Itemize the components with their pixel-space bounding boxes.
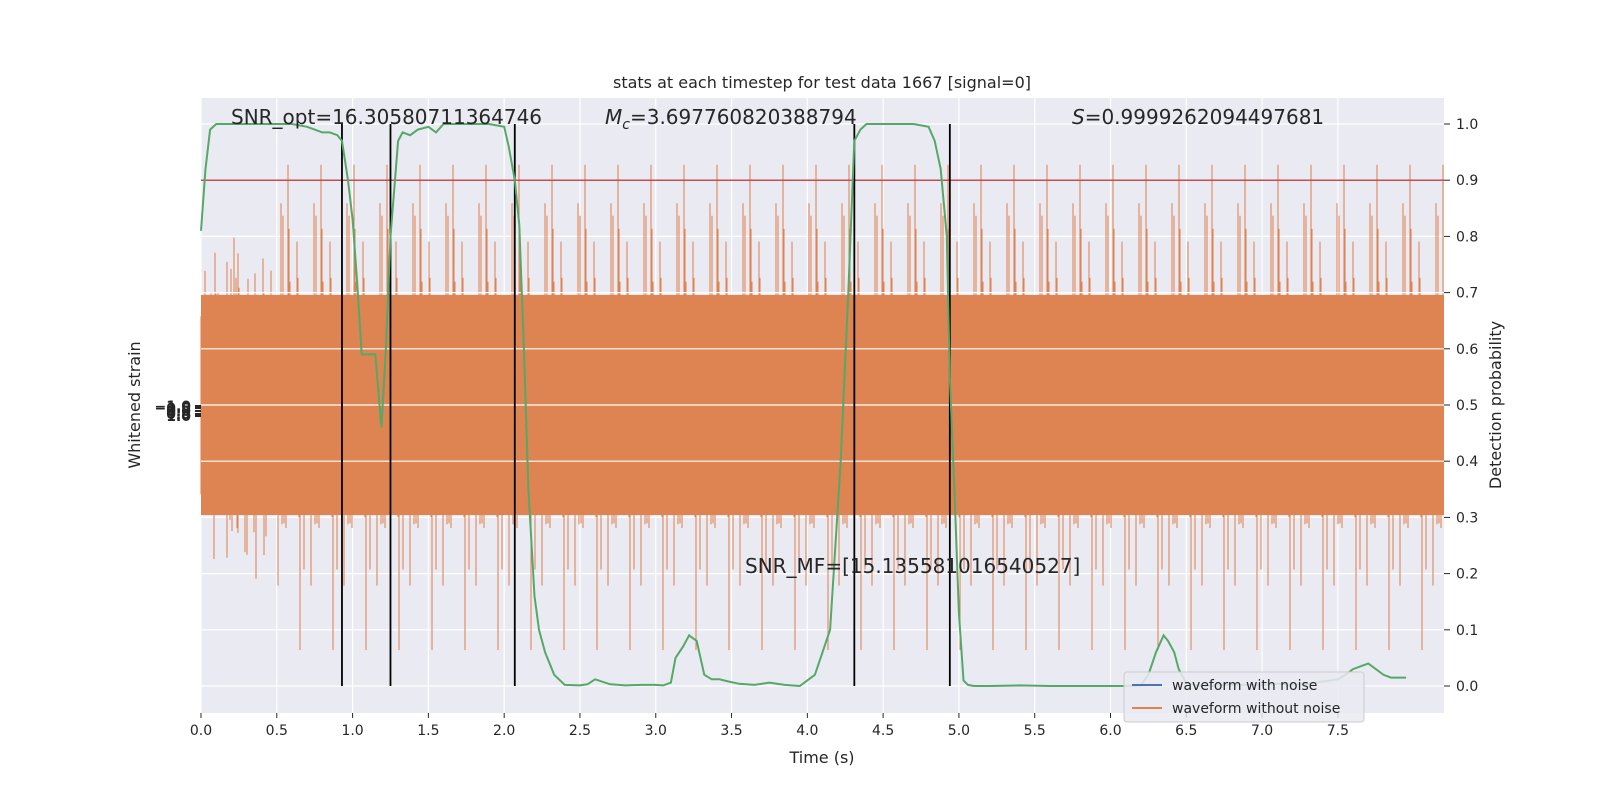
x-tick-label-15: 7.5	[1327, 723, 1349, 739]
s-annotation: S=0.9999262094497681	[1072, 105, 1324, 129]
x-tick-label-11: 5.5	[1024, 723, 1046, 739]
x-axis-label: Time (s)	[788, 748, 854, 767]
chirp-mass-annotation: Mc=3.697760820388794	[605, 105, 857, 133]
x-tick-label-6: 3.0	[645, 723, 667, 739]
legend-box	[1123, 671, 1365, 723]
left-tick-label-3: 0.5	[166, 407, 191, 423]
right-tick-label-5: 0.5	[1456, 398, 1478, 414]
chart-title: stats at each timestep for test data 166…	[613, 73, 1031, 92]
strain-series-without-noise	[200, 164, 1444, 650]
right-tick-label-1: 0.1	[1456, 623, 1478, 639]
left-tick-label-1: −0.5	[154, 401, 191, 417]
snr-mf-annotation: SNR_MF=[15.135581016540527]	[745, 554, 1080, 578]
right-tick-label-8: 0.8	[1456, 229, 1478, 245]
x-tick-label-13: 6.5	[1175, 723, 1197, 739]
legend-label-without-noise: waveform without noise	[1172, 701, 1340, 717]
s-value: =0.9999262094497681	[1085, 105, 1324, 129]
legend: waveform with noise waveform without noi…	[1123, 671, 1365, 723]
x-tick-label-2: 1.0	[341, 723, 363, 739]
left-tick-label-2: 0.0	[166, 404, 191, 420]
x-tick-label-0: 0.0	[190, 723, 212, 739]
x-tick-label-12: 6.0	[1099, 723, 1121, 739]
chirp-mass-subscript: c	[622, 117, 630, 133]
left-tick-label-0: −1.0	[154, 399, 191, 415]
detection-probability-line	[200, 123, 1407, 688]
legend-label-with-noise: waveform with noise	[1172, 678, 1317, 694]
left-axis-label: Whitened strain	[125, 341, 144, 468]
snr-opt-annotation: SNR_opt=16.30580711364746	[231, 105, 542, 129]
right-axis-label: Detection probability	[1486, 321, 1505, 489]
right-axis-ticks: 0.0 0.1 0.2 0.3 0.4 0.5 0.6 0.7 0.8 0.9 1.0	[1444, 117, 1478, 695]
x-tick-label-1: 0.5	[266, 723, 288, 739]
right-tick-label-4: 0.4	[1456, 454, 1478, 470]
x-tick-label-9: 4.5	[872, 723, 894, 739]
right-tick-label-2: 0.2	[1456, 567, 1478, 583]
left-tick-label-4: 1.0	[166, 409, 191, 425]
chirp-mass-symbol: M	[605, 105, 622, 129]
x-tick-label-7: 3.5	[720, 723, 742, 739]
x-tick-label-10: 5.0	[948, 723, 970, 739]
right-tick-label-3: 0.3	[1456, 510, 1478, 526]
x-tick-label-3: 1.5	[417, 723, 439, 739]
s-symbol: S	[1072, 105, 1085, 129]
x-tick-label-8: 4.0	[796, 723, 818, 739]
right-tick-label-9: 0.9	[1456, 173, 1478, 189]
right-tick-label-6: 0.6	[1456, 342, 1478, 358]
right-tick-label-10: 1.0	[1456, 117, 1478, 133]
x-axis-ticks: 0.0 0.5 1.0 1.5 2.0 2.5 3.0 3.5 4.0 4.5 5.0 5.5 6.0 6…	[190, 713, 1349, 739]
chirp-mass-value: =3.697760820388794	[630, 105, 857, 129]
left-axis-ticks-overlapping: −1.0−0.50.00.51.0	[154, 399, 201, 425]
x-tick-label-14: 7.0	[1251, 723, 1273, 739]
x-tick-label-4: 2.0	[493, 723, 515, 739]
vertical-marker-lines	[341, 124, 951, 686]
right-tick-label-0: 0.0	[1456, 679, 1478, 695]
x-tick-label-5: 2.5	[569, 723, 591, 739]
right-tick-label-7: 0.7	[1456, 286, 1478, 302]
